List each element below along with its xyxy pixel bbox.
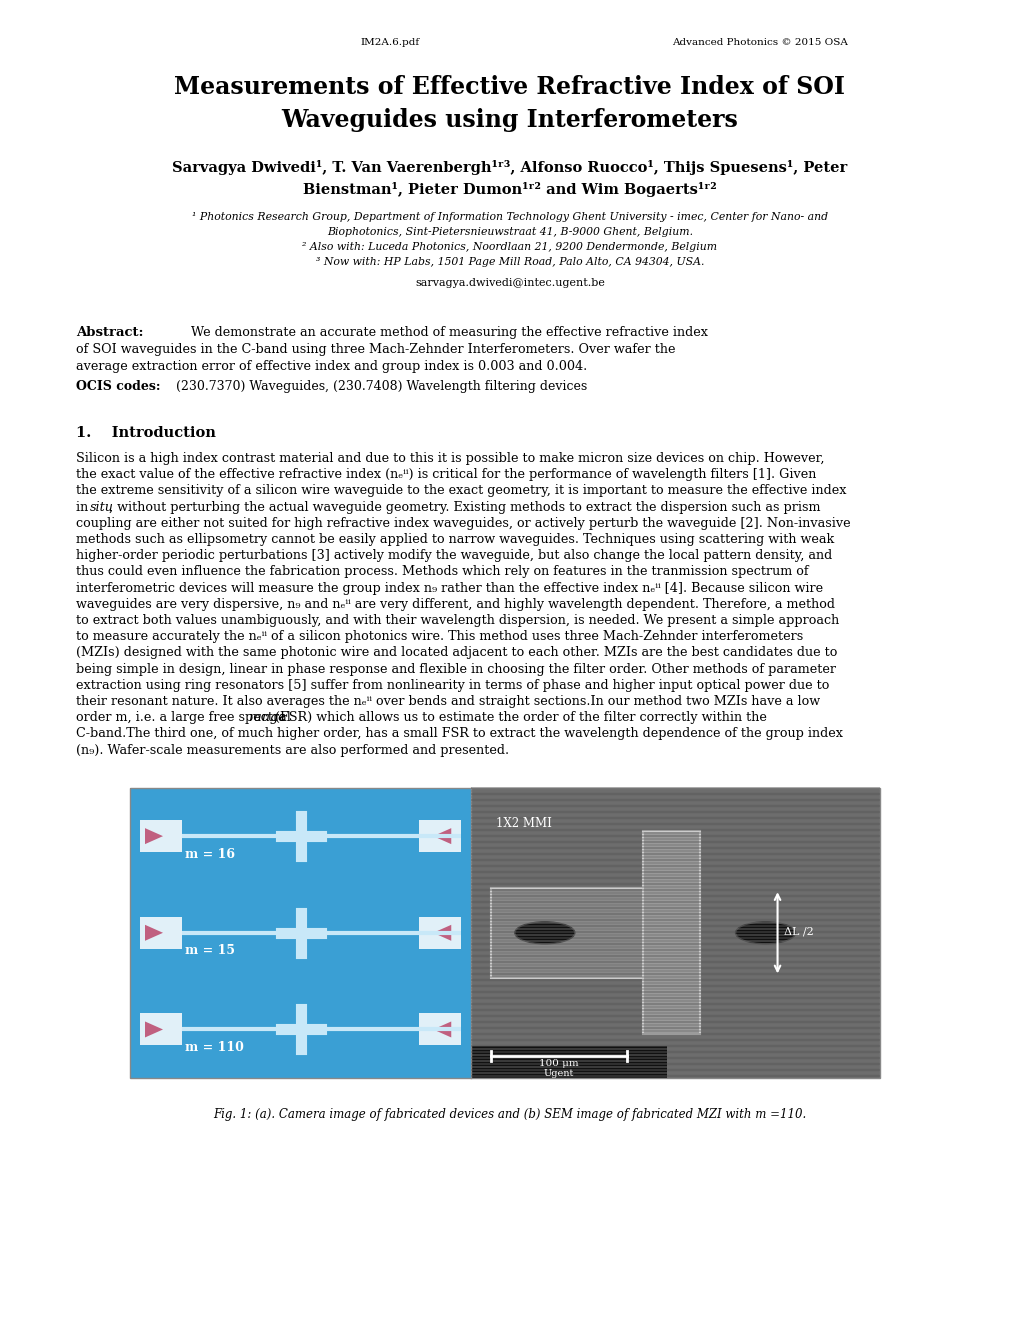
Text: of SOI waveguides in the C-band using three Mach-Zehnder Interferometers. Over w: of SOI waveguides in the C-band using th… bbox=[76, 343, 675, 356]
Text: methods such as ellipsometry cannot be easily applied to narrow waveguides. Tech: methods such as ellipsometry cannot be e… bbox=[76, 533, 834, 546]
Text: the extreme sensitivity of a silicon wire waveguide to the exact geometry, it is: the extreme sensitivity of a silicon wir… bbox=[76, 484, 846, 498]
Text: ¹ Photonics Research Group, Department of Information Technology Ghent Universit: ¹ Photonics Research Group, Department o… bbox=[192, 213, 827, 222]
Text: their resonant nature. It also averages the nₑⁱⁱ over bends and straight section: their resonant nature. It also averages … bbox=[76, 696, 819, 708]
Text: C-band.The third one, of much higher order, has a small FSR to extract the wavel: C-band.The third one, of much higher ord… bbox=[76, 727, 842, 741]
Text: We demonstrate an accurate method of measuring the effective refractive index: We demonstrate an accurate method of mea… bbox=[175, 326, 707, 339]
Text: m = 110: m = 110 bbox=[184, 1041, 244, 1055]
Polygon shape bbox=[433, 828, 450, 843]
Text: average extraction error of effective index and group index is 0.003 and 0.004.: average extraction error of effective in… bbox=[76, 360, 587, 374]
Text: waveguides are very dispersive, n₉ and nₑⁱⁱ are very different, and highly wavel: waveguides are very dispersive, n₉ and n… bbox=[76, 598, 835, 611]
Text: Ugent: Ugent bbox=[543, 1069, 574, 1078]
Bar bbox=[471, 788, 879, 1078]
Bar bbox=[140, 1014, 181, 1045]
Text: ³ Now with: HP Labs, 1501 Page Mill Road, Palo Alto, CA 94304, USA.: ³ Now with: HP Labs, 1501 Page Mill Road… bbox=[316, 257, 703, 267]
Text: Bienstman¹, Pieter Dumon¹ʳ² and Wim Bogaerts¹ʳ²: Bienstman¹, Pieter Dumon¹ʳ² and Wim Boga… bbox=[303, 182, 716, 197]
Text: extraction using ring resonators [5] suffer from nonlinearity in terms of phase : extraction using ring resonators [5] suf… bbox=[76, 678, 828, 692]
Text: (MZIs) designed with the same photonic wire and located adjacent to each other. : (MZIs) designed with the same photonic w… bbox=[76, 647, 837, 660]
Text: Silicon is a high index contrast material and due to this it is possible to make: Silicon is a high index contrast materia… bbox=[76, 451, 823, 465]
Text: being simple in design, linear in phase response and flexible in choosing the fi: being simple in design, linear in phase … bbox=[76, 663, 836, 676]
Text: Sarvagya Dwivedi¹, T. Van Vaerenbergh¹ʳ³, Alfonso Ruocco¹, Thijs Spuesens¹, Pete: Sarvagya Dwivedi¹, T. Van Vaerenbergh¹ʳ³… bbox=[172, 160, 847, 176]
Text: m = 15: m = 15 bbox=[184, 944, 234, 957]
Text: ² Also with: Luceda Photonics, Noordlaan 21, 9200 Dendermonde, Belgium: ² Also with: Luceda Photonics, Noordlaan… bbox=[303, 242, 716, 252]
Bar bbox=[419, 917, 461, 949]
Ellipse shape bbox=[735, 921, 795, 944]
Text: the exact value of the effective refractive index (nₑⁱⁱ) is critical for the per: the exact value of the effective refract… bbox=[76, 469, 815, 482]
Text: (FSR) which allows us to estimate the order of the filter correctly within the: (FSR) which allows us to estimate the or… bbox=[271, 711, 766, 725]
Bar bbox=[419, 820, 461, 853]
Text: situ: situ bbox=[91, 500, 114, 513]
Text: thus could even influence the fabrication process. Methods which rely on feature: thus could even influence the fabricatio… bbox=[76, 565, 808, 578]
Text: 1X2 MMI: 1X2 MMI bbox=[496, 817, 551, 830]
Text: (230.7370) Waveguides, (230.7408) Wavelength filtering devices: (230.7370) Waveguides, (230.7408) Wavele… bbox=[168, 380, 587, 393]
Text: 1.    Introduction: 1. Introduction bbox=[76, 426, 216, 440]
Polygon shape bbox=[145, 1022, 163, 1038]
Text: Biophotonics, Sint-Pietersnieuwstraat 41, B-9000 Ghent, Belgium.: Biophotonics, Sint-Pietersnieuwstraat 41… bbox=[327, 227, 692, 238]
Text: coupling are either not suited for high refractive index waveguides, or actively: coupling are either not suited for high … bbox=[76, 517, 850, 529]
Text: to measure accurately the nₑⁱⁱ of a silicon photonics wire. This method uses thr: to measure accurately the nₑⁱⁱ of a sili… bbox=[76, 630, 803, 643]
Polygon shape bbox=[145, 828, 163, 843]
Text: sarvagya.dwivedi@intec.ugent.be: sarvagya.dwivedi@intec.ugent.be bbox=[415, 279, 604, 288]
Bar bbox=[419, 1014, 461, 1045]
Text: IM2A.6.pdf: IM2A.6.pdf bbox=[360, 38, 419, 48]
Text: range: range bbox=[248, 711, 285, 725]
Text: to extract both values unambiguously, and with their wavelength dispersion, is n: to extract both values unambiguously, an… bbox=[76, 614, 839, 627]
Polygon shape bbox=[433, 1022, 450, 1038]
Text: in: in bbox=[76, 500, 92, 513]
Bar bbox=[129, 788, 471, 1078]
Text: , without perturbing the actual waveguide geometry. Existing methods to extract : , without perturbing the actual waveguid… bbox=[109, 500, 819, 513]
Text: Fig. 1: (a). Camera image of fabricated devices and (b) SEM image of fabricated : Fig. 1: (a). Camera image of fabricated … bbox=[213, 1107, 806, 1121]
Bar bbox=[491, 888, 675, 978]
Text: 100 μm: 100 μm bbox=[539, 1059, 578, 1068]
Text: order m, i.e. a large free spectral: order m, i.e. a large free spectral bbox=[76, 711, 294, 725]
Bar bbox=[129, 788, 879, 1078]
Text: higher-order periodic perturbations [3] actively modify the waveguide, but also : higher-order periodic perturbations [3] … bbox=[76, 549, 832, 562]
Bar bbox=[642, 832, 699, 1035]
Polygon shape bbox=[433, 925, 450, 941]
Text: m = 16: m = 16 bbox=[184, 847, 234, 861]
Text: Abstract:: Abstract: bbox=[76, 326, 144, 339]
Bar bbox=[140, 820, 181, 853]
Bar bbox=[140, 917, 181, 949]
Text: (n₉). Wafer-scale measurements are also performed and presented.: (n₉). Wafer-scale measurements are also … bbox=[76, 743, 508, 756]
Text: Measurements of Effective Refractive Index of SOI: Measurements of Effective Refractive Ind… bbox=[174, 75, 845, 99]
Text: Advanced Photonics © 2015 OSA: Advanced Photonics © 2015 OSA bbox=[672, 38, 847, 48]
Text: interferometric devices will measure the group index n₉ rather than the effectiv: interferometric devices will measure the… bbox=[76, 582, 822, 594]
Text: ΔL /2: ΔL /2 bbox=[783, 927, 812, 937]
Text: OCIS codes:: OCIS codes: bbox=[76, 380, 160, 393]
Polygon shape bbox=[145, 925, 163, 941]
Bar bbox=[471, 1045, 666, 1078]
Ellipse shape bbox=[515, 921, 575, 944]
Text: Waveguides using Interferometers: Waveguides using Interferometers bbox=[281, 108, 738, 132]
